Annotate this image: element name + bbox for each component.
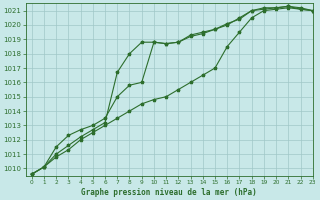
X-axis label: Graphe pression niveau de la mer (hPa): Graphe pression niveau de la mer (hPa): [81, 188, 257, 197]
